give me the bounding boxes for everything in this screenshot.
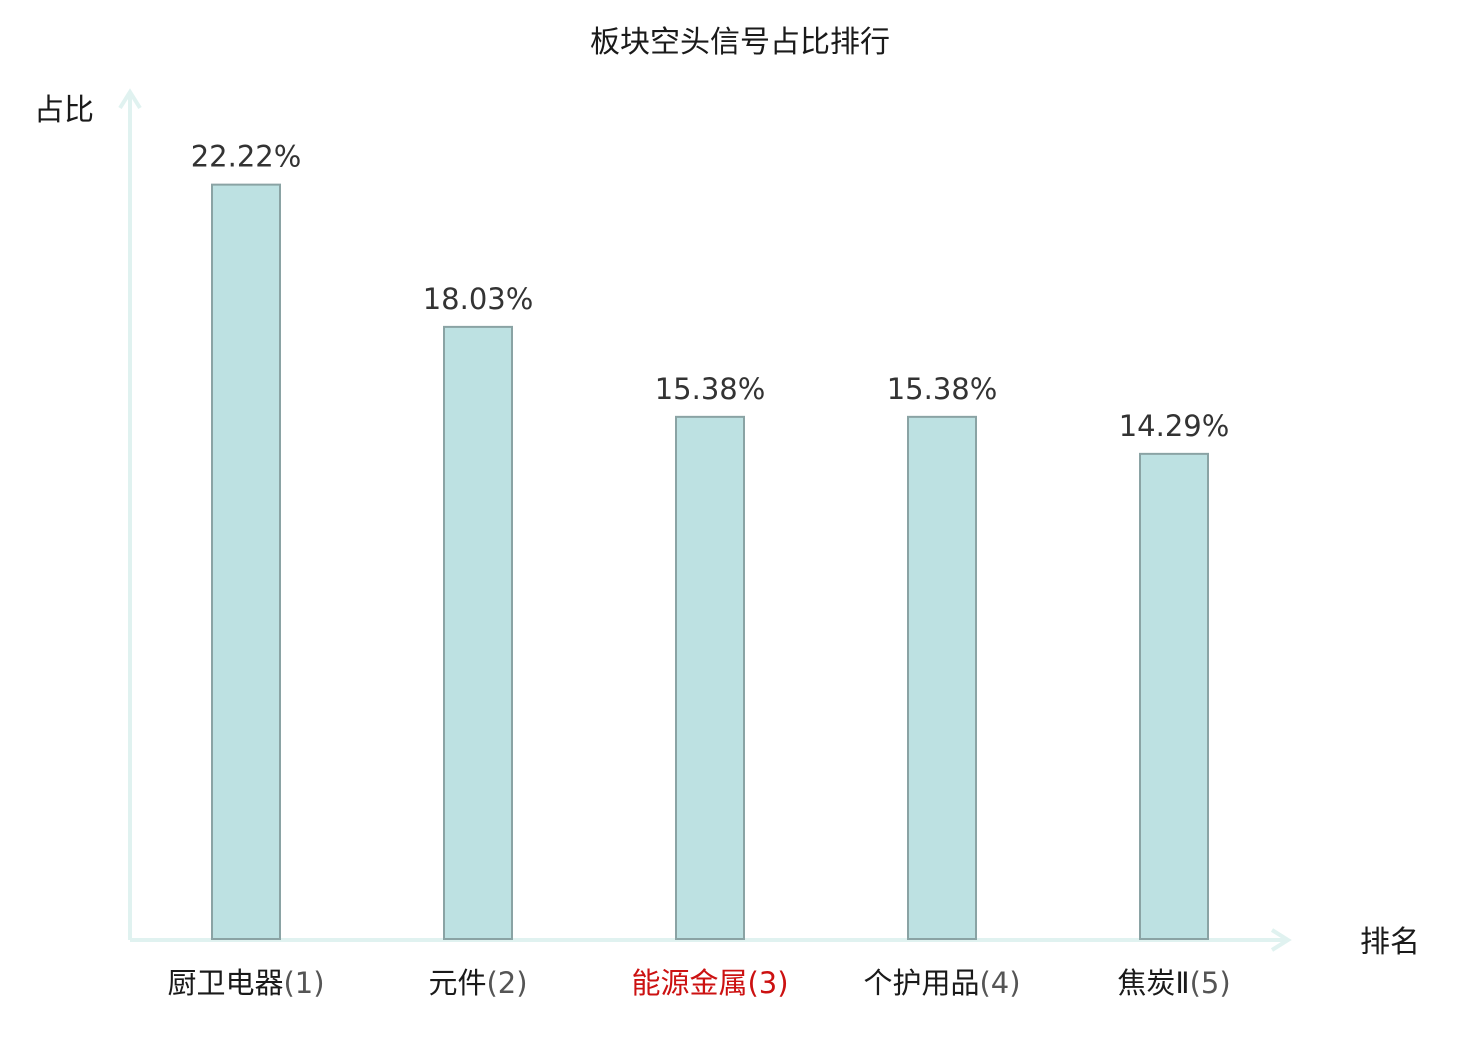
category-rank-4: (4) [979, 966, 1020, 1000]
x-axis-label: 排名 [1360, 925, 1420, 960]
category-rank-1: (1) [283, 966, 324, 1000]
category-name-3: 能源金属 [631, 966, 747, 1000]
value-label-1: 22.22% [191, 140, 302, 174]
bar-5 [1139, 452, 1209, 940]
category-label-3: 能源金属(3) [631, 966, 788, 1000]
y-axis-arrow-icon [118, 88, 142, 110]
category-rank-3: (3) [747, 966, 788, 1000]
category-rank-5: (5) [1190, 966, 1231, 1000]
category-label-4: 个护用品(4) [863, 966, 1020, 1000]
value-label-5: 14.29% [1119, 409, 1230, 443]
bars-group: 22.22% 厨卫电器(1) 18.03% 元件(2) 15.38% 能源金属(3) 15.… [167, 140, 1230, 1000]
category-label-2: 元件(2) [428, 966, 527, 1000]
category-rank-2: (2) [486, 966, 527, 1000]
value-label-4: 15.38% [887, 372, 998, 406]
value-label-2: 18.03% [423, 282, 534, 316]
bar-1 [211, 183, 281, 941]
y-axis-label: 占比 [34, 93, 94, 128]
category-label-5: 焦炭Ⅱ(5) [1117, 966, 1230, 1000]
bar-4 [907, 415, 977, 940]
category-label-1: 厨卫电器(1) [167, 966, 324, 1000]
category-name-5: 焦炭Ⅱ [1117, 966, 1189, 1000]
bar-2 [443, 325, 513, 941]
x-axis-arrow-icon [1270, 928, 1292, 952]
category-name-1: 厨卫电器 [167, 966, 283, 1000]
value-label-3: 15.38% [655, 372, 766, 406]
chart-title: 板块空头信号占比排行 [590, 25, 890, 60]
category-name-4: 个护用品 [863, 966, 979, 1000]
bar-3 [675, 415, 745, 940]
category-name-2: 元件 [428, 966, 486, 1000]
